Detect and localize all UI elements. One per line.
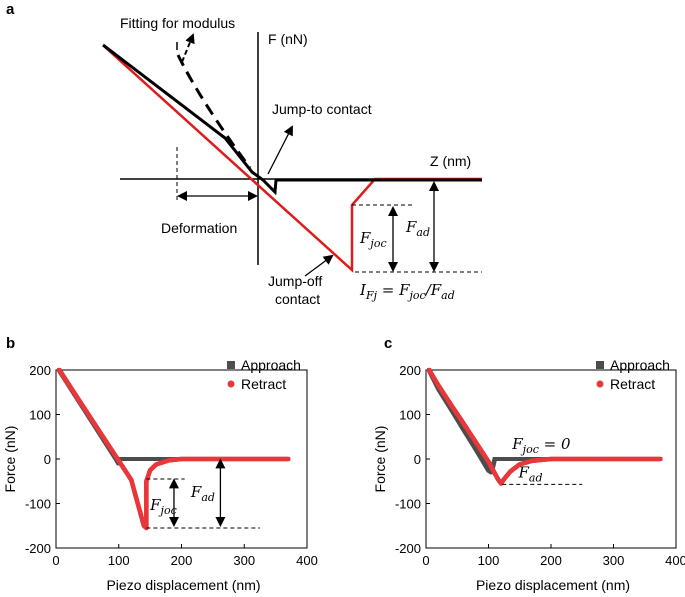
legend-approach-label: Approach — [610, 357, 670, 373]
x-tick-label: 300 — [233, 553, 255, 568]
x-tick-label: 200 — [540, 553, 562, 568]
x-axis-title: Piezo displacement (nm) — [106, 577, 260, 593]
panel-b: b 0 100 200 300 400 200 100 0 -100 -200 Piezo disp… — [2, 335, 318, 593]
fad-label: Fad — [405, 218, 430, 239]
panel-a: a F (nN) Z (nm) Fitting for modulus Jump… — [6, 1, 482, 307]
x-tick-label: 0 — [422, 553, 429, 568]
x-tick-label: 200 — [171, 553, 193, 568]
y-tick-label: -100 — [395, 497, 421, 512]
y-tick-label: 100 — [29, 408, 51, 423]
y-axis-title: Force (nN) — [372, 426, 388, 493]
x-tick-label: 400 — [296, 553, 318, 568]
fitting-arrow — [181, 33, 195, 63]
y-tick-label: 0 — [44, 452, 51, 467]
f-axis-label: F (nN) — [268, 31, 308, 47]
panel-a-letter: a — [6, 1, 15, 18]
fitting-dashed-curve — [176, 54, 252, 169]
legend-retract-marker — [227, 380, 235, 388]
fjoc-label: Fjoc = 0 — [511, 435, 571, 456]
z-axis-label: Z (nm) — [430, 153, 471, 169]
fjoc-label: Fjoc — [149, 496, 177, 517]
x-tick-label: 400 — [665, 553, 685, 568]
jump-off-label-line1: Jump-off — [268, 273, 322, 289]
y-tick-label: 200 — [399, 363, 421, 378]
fitting-label: Fitting for modulus — [120, 15, 235, 31]
retract-point — [658, 456, 663, 462]
fad-label: Fad — [190, 483, 215, 504]
jump-to-label: Jump-to contact — [272, 101, 372, 117]
legend-retract-label: Retract — [610, 376, 655, 392]
x-tick-label: 100 — [108, 553, 130, 568]
legend-approach-label: Approach — [241, 357, 301, 373]
x-axis-title: Piezo displacement (nm) — [476, 577, 630, 593]
y-tick-label: 200 — [29, 363, 51, 378]
x-tick-label: 100 — [478, 553, 500, 568]
y-tick-label: 0 — [414, 452, 421, 467]
jump-off-arrow — [304, 254, 334, 277]
legend-retract-label: Retract — [241, 376, 286, 392]
panel-c: c 0 100 200 300 400 200 100 0 -100 -200 Piezo disp… — [372, 335, 685, 593]
legend-retract-marker — [596, 380, 604, 388]
jump-to-arrow — [267, 125, 293, 175]
y-axis-title: Force (nN) — [2, 426, 18, 493]
jump-off-label-line2: contact — [275, 291, 320, 307]
schematic-approach-curve — [102, 43, 482, 196]
fad-label: Fad — [518, 464, 543, 485]
y-tick-label: 100 — [399, 408, 421, 423]
deformation-label: Deformation — [161, 220, 237, 236]
y-tick-label: -100 — [25, 497, 51, 512]
y-tick-label: -200 — [25, 541, 51, 556]
panel-c-letter: c — [384, 335, 392, 352]
panel-b-letter: b — [6, 335, 15, 352]
retract-point — [285, 456, 291, 462]
y-tick-label: -200 — [395, 541, 421, 556]
legend-approach-marker — [227, 361, 235, 369]
fjoc-label: Fjoc — [359, 229, 387, 250]
x-tick-label: 300 — [603, 553, 625, 568]
ifj-equation: IFj = Fjoc/Fad — [359, 281, 455, 302]
legend-approach-marker — [596, 361, 604, 369]
x-tick-label: 0 — [52, 553, 59, 568]
